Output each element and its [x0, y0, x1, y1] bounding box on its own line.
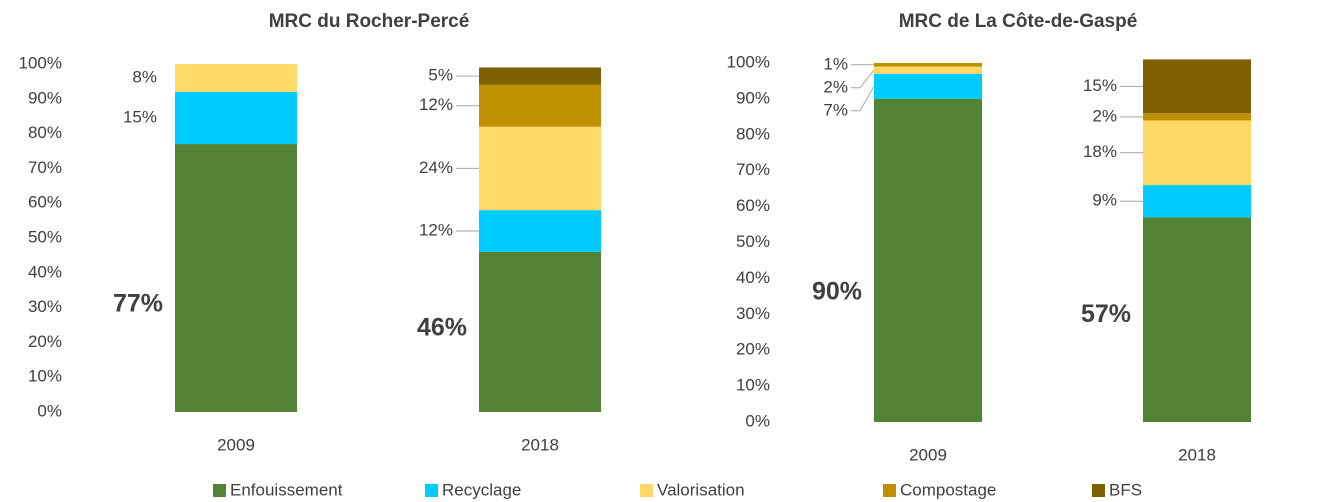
legend-swatch: [1092, 484, 1105, 497]
legend-label: Enfouissement: [230, 480, 343, 499]
bar-segment: [175, 144, 297, 413]
legend-swatch: [640, 484, 653, 497]
bar-segment: [1143, 217, 1251, 422]
bar-segment: [1143, 120, 1251, 186]
bar-segment: [175, 91, 297, 145]
data-label: 1%: [823, 54, 848, 73]
y-tick-label: 30%: [736, 304, 770, 323]
y-tick-label: 80%: [28, 123, 62, 142]
x-tick-label: 2018: [1178, 445, 1216, 464]
bar-segment: [874, 66, 982, 74]
y-tick-label: 40%: [736, 268, 770, 287]
data-label: 24%: [419, 158, 453, 177]
legend-label: Compostage: [900, 480, 996, 499]
y-tick-label: 70%: [28, 158, 62, 177]
y-tick-label: 20%: [28, 332, 62, 351]
data-label: 5%: [428, 66, 453, 85]
bar-segment: [1143, 185, 1251, 218]
bar-segment: [874, 63, 982, 67]
legend-label: BFS: [1109, 480, 1142, 499]
y-tick-label: 80%: [736, 124, 770, 143]
data-label: 8%: [132, 67, 157, 86]
y-tick-label: 0%: [745, 411, 770, 430]
data-label: 57%: [1081, 300, 1131, 328]
y-tick-label: 100%: [727, 52, 770, 71]
x-tick-label: 2009: [217, 435, 255, 454]
bar-segment: [874, 98, 982, 423]
data-label: 18%: [1083, 142, 1117, 161]
y-tick-label: 70%: [736, 160, 770, 179]
y-tick-label: 50%: [28, 227, 62, 246]
bar-segment: [479, 251, 601, 412]
legend-swatch: [425, 484, 438, 497]
y-tick-label: 10%: [28, 367, 62, 386]
legend-label: Valorisation: [657, 480, 745, 499]
data-label: 15%: [123, 107, 157, 126]
y-tick-label: 100%: [19, 53, 62, 72]
data-label: 7%: [823, 100, 848, 119]
bar-segment: [479, 67, 601, 85]
y-tick-label: 30%: [28, 297, 62, 316]
y-tick-label: 60%: [736, 196, 770, 215]
data-label: 15%: [1083, 76, 1117, 95]
y-tick-label: 0%: [37, 401, 62, 420]
chart-title: MRC de La Côte-de-Gaspé: [899, 11, 1138, 32]
data-label: 77%: [113, 289, 163, 317]
data-label: 2%: [1092, 106, 1117, 125]
leader-line: [851, 69, 875, 89]
bar-segment: [479, 210, 601, 252]
y-tick-label: 10%: [736, 376, 770, 395]
chart-title: MRC du Rocher-Percé: [269, 11, 470, 32]
y-tick-label: 40%: [28, 262, 62, 281]
data-label: 12%: [419, 221, 453, 240]
bar-segment: [479, 126, 601, 211]
bar-segment: [1143, 59, 1251, 114]
bar-segment: [874, 73, 982, 99]
bar-segment: [175, 64, 297, 92]
y-tick-label: 90%: [736, 88, 770, 107]
data-label: 2%: [823, 77, 848, 96]
legend-swatch: [883, 484, 896, 497]
y-tick-label: 20%: [736, 340, 770, 359]
x-tick-label: 2018: [521, 435, 559, 454]
bar-segment: [479, 84, 601, 127]
x-tick-label: 2009: [909, 445, 947, 464]
data-label: 12%: [419, 95, 453, 114]
legend-swatch: [213, 484, 226, 497]
y-tick-label: 60%: [28, 193, 62, 212]
y-tick-label: 50%: [736, 232, 770, 251]
data-label: 9%: [1092, 191, 1117, 210]
data-label: 46%: [417, 313, 467, 341]
leader-line: [851, 86, 875, 112]
data-label: 90%: [812, 277, 862, 305]
y-tick-label: 90%: [28, 88, 62, 107]
bar-segment: [1143, 113, 1251, 121]
legend-label: Recyclage: [442, 480, 521, 499]
